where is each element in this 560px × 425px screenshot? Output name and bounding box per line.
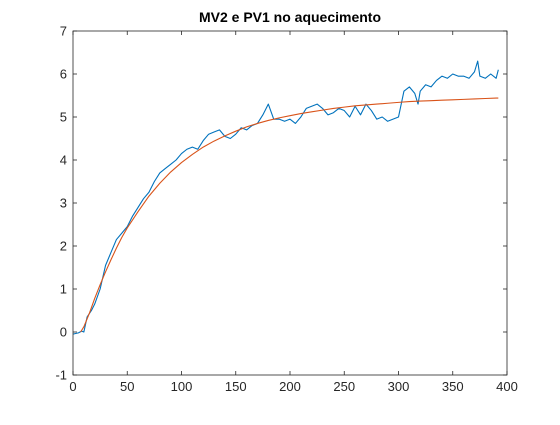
y-tick-label: 7: [60, 24, 67, 39]
x-tick-label: 150: [225, 379, 247, 394]
x-tick-label: 50: [120, 379, 134, 394]
y-tick-label: 2: [60, 239, 67, 254]
y-tick-label: 1: [60, 282, 67, 297]
y-tick-label: 0: [60, 325, 67, 340]
series-line-2: [80, 97, 499, 333]
x-tick-label: 400: [496, 379, 518, 394]
series-line-1: [72, 60, 499, 335]
series-layer: [72, 60, 499, 335]
y-tick-label: 3: [60, 196, 67, 211]
plot-area-background: [73, 31, 507, 375]
y-tick-label: -1: [55, 368, 67, 383]
x-tick-label: 100: [171, 379, 193, 394]
x-tick-label: 300: [388, 379, 410, 394]
x-tick-label: 200: [279, 379, 301, 394]
y-tick-label: 4: [60, 153, 67, 168]
x-tick-label: 250: [333, 379, 355, 394]
chart-title: MV2 e PV1 no aquecimento: [199, 9, 381, 25]
y-tick-label: 5: [60, 110, 67, 125]
x-tick-label: 350: [442, 379, 464, 394]
x-tick-label: 0: [69, 379, 76, 394]
y-tick-label: 6: [60, 67, 67, 82]
